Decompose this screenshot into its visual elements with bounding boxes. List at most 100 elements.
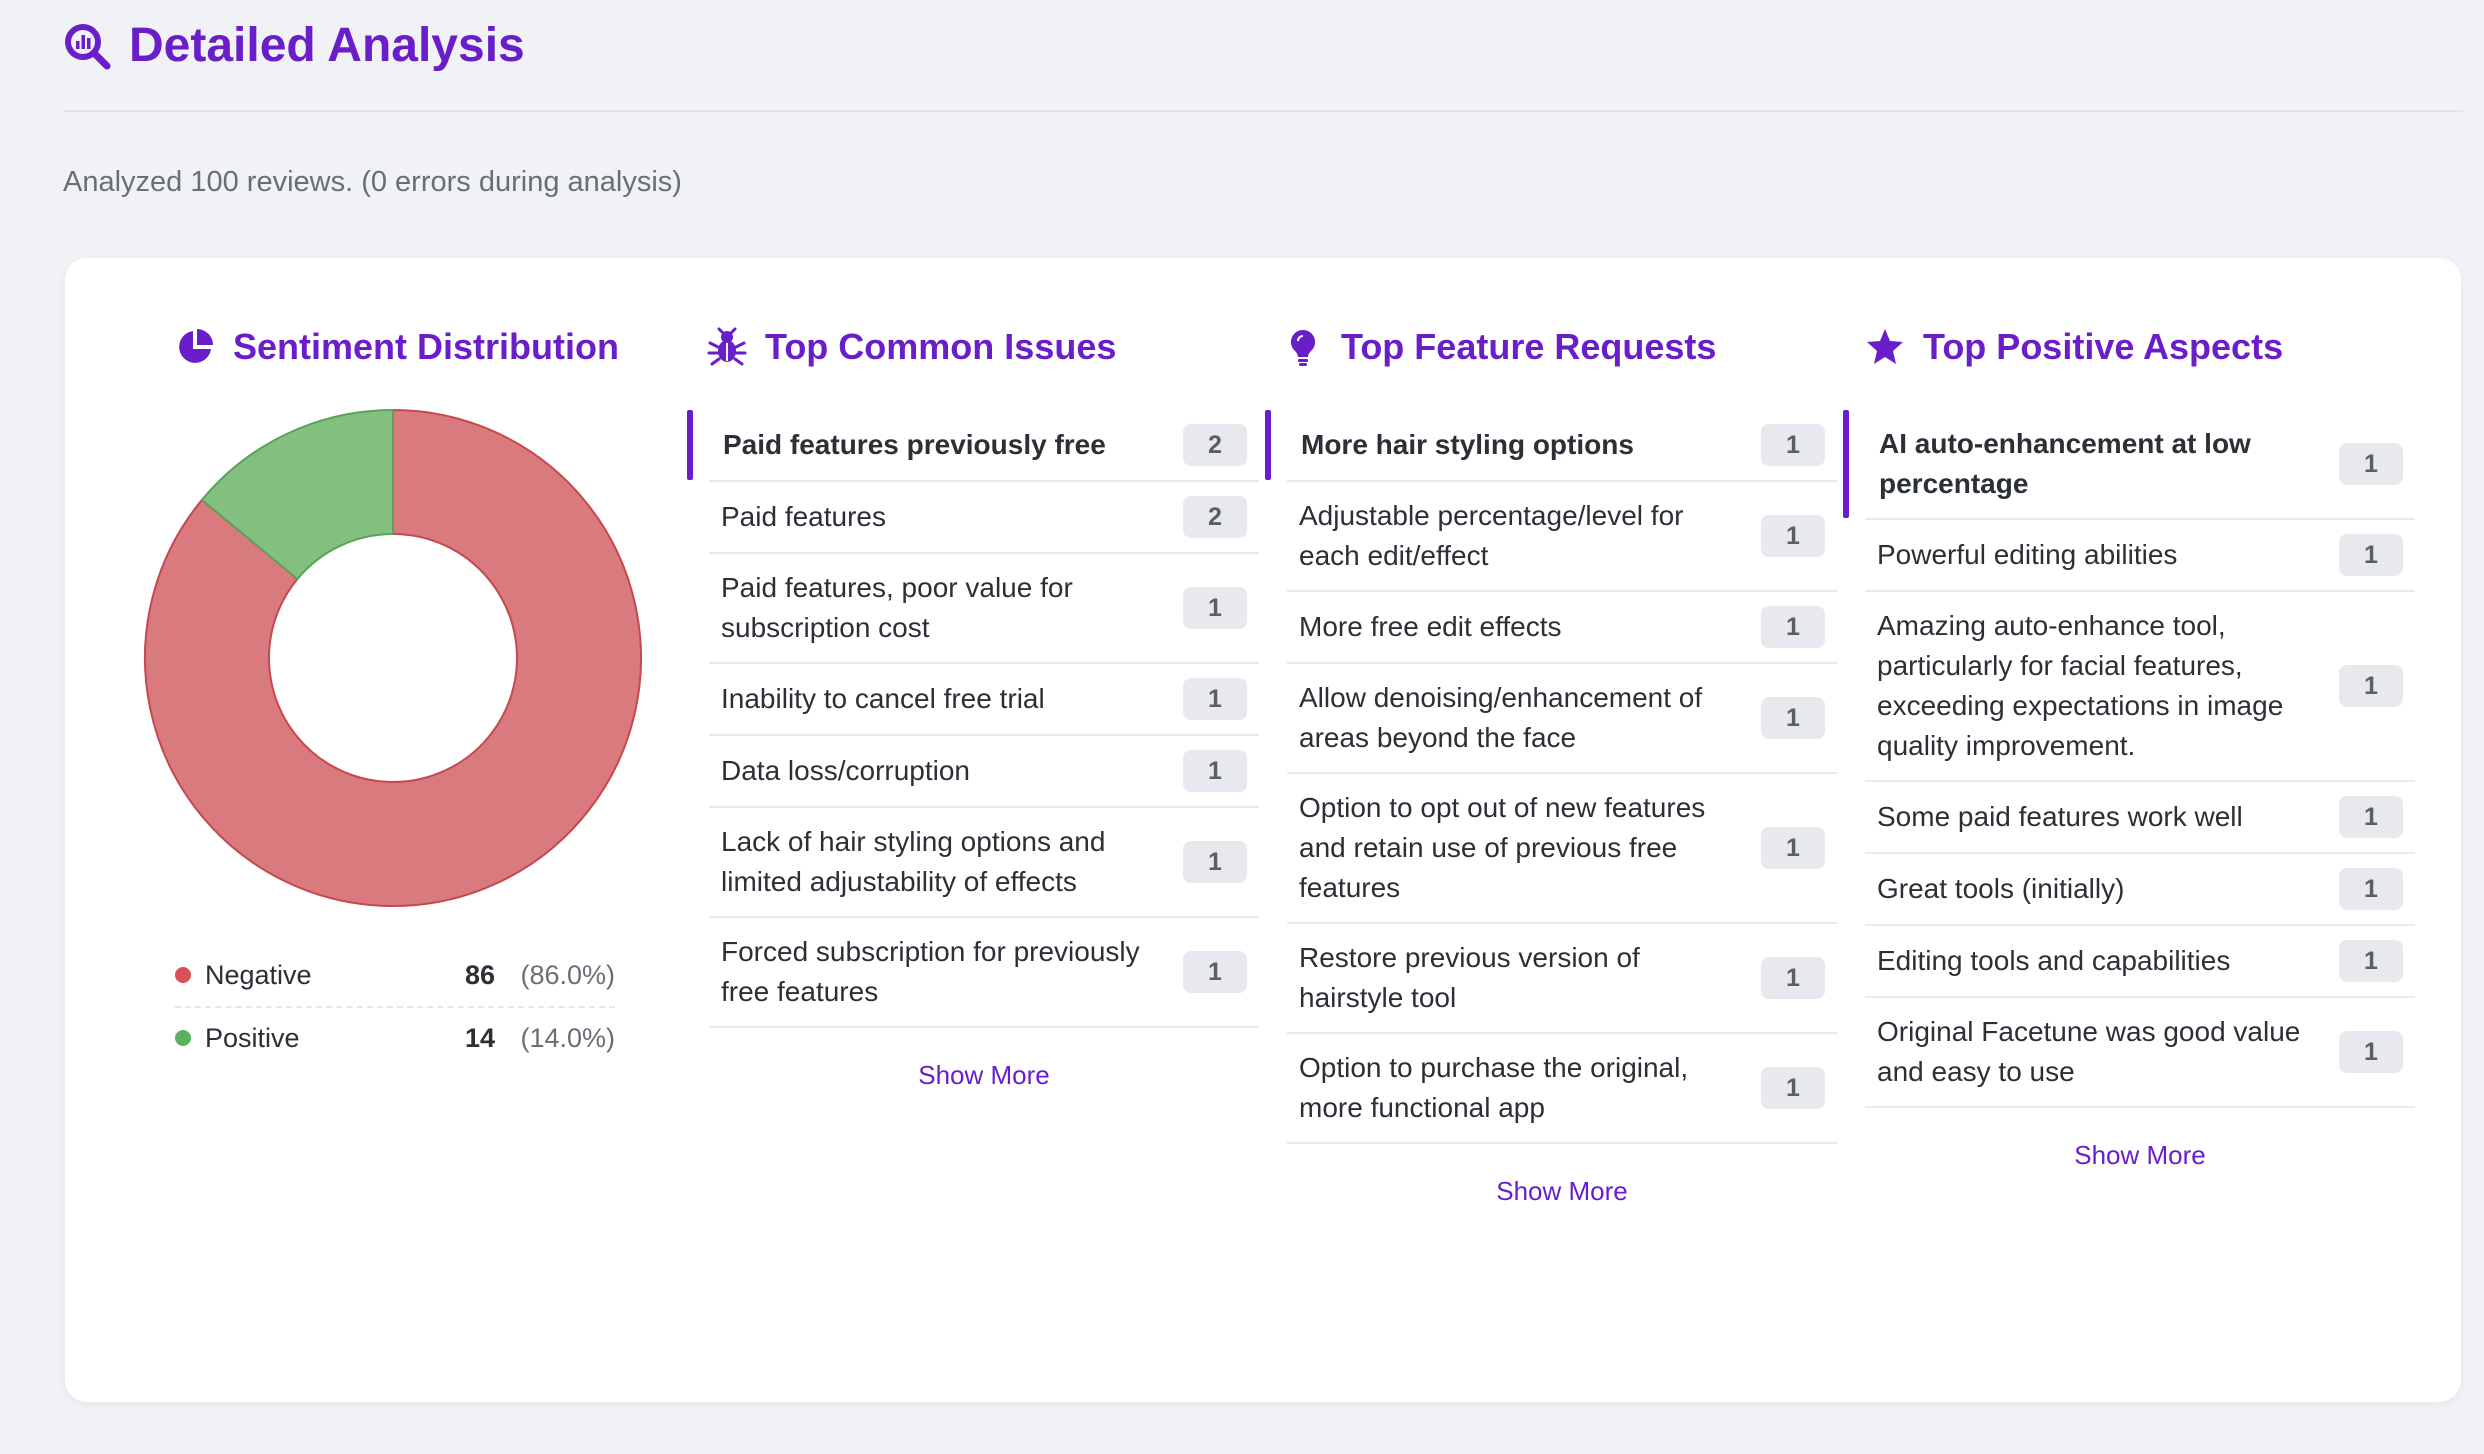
count-badge: 1 [1183,587,1247,629]
count-badge: 1 [1183,841,1247,883]
legend-label: Positive [205,1022,300,1053]
pie-chart-icon [175,327,215,367]
item-text: Option to purchase the original, more fu… [1299,1052,1689,1123]
legend-item-negative: Negative 86 (86.0%) [175,944,615,1006]
legend-percent: (86.0%) [520,959,615,990]
item-text: Some paid features work well [1877,801,2243,832]
donut-slice-positive[interactable] [200,408,394,581]
count-badge: 1 [2339,940,2403,982]
list-item[interactable]: Paid features, poor value for subscripti… [709,554,1259,664]
legend-dot-negative [175,967,191,983]
issues-title: Top Common Issues [707,326,1116,368]
legend-count: 86 [464,959,495,990]
item-text: Option to opt out of new features and re… [1299,792,1706,903]
lightbulb-icon [1283,327,1323,367]
list-item[interactable]: More hair styling options 1 [1265,410,1837,482]
count-badge: 1 [1761,1067,1825,1109]
legend-dot-positive [175,1030,191,1046]
list-item[interactable]: Inability to cancel free trial 1 [709,664,1259,736]
item-text: Adjustable percentage/level for each edi… [1299,500,1684,571]
count-badge: 1 [2339,534,2403,576]
item-text: AI auto-enhancement at low percentage [1879,428,2251,499]
list-item[interactable]: Original Facetune was good value and eas… [1865,998,2415,1108]
positives-title: Top Positive Aspects [1865,326,2283,368]
list-item[interactable]: Option to opt out of new features and re… [1287,774,1837,924]
count-badge: 1 [1183,951,1247,993]
count-badge: 1 [2339,1031,2403,1073]
sentiment-title-label: Sentiment Distribution [233,326,619,367]
list-item[interactable]: Allow denoising/enhancement of areas bey… [1287,664,1837,774]
positives-list: AI auto-enhancement at low percentage 1 P… [1843,410,2415,1171]
issues-show-more-link[interactable]: Show More [918,1060,1050,1090]
count-badge: 1 [1761,424,1825,466]
requests-list: More hair styling options 1 Adjustable pe… [1265,410,1837,1207]
item-text: Data loss/corruption [721,755,971,786]
list-item[interactable]: Adjustable percentage/level for each edi… [1287,482,1837,592]
count-badge: 1 [1761,515,1825,557]
sentiment-legend: Negative 86 (86.0%) Positive 14 (14.0%) [175,944,615,1068]
item-text: Paid features, poor value for subscripti… [721,572,1073,643]
sentiment-donut-chart [144,408,642,907]
item-text: Allow denoising/enhancement of areas bey… [1299,682,1703,753]
list-item[interactable]: Amazing auto-enhance tool, particularly … [1865,592,2415,782]
legend-item-positive: Positive 14 (14.0%) [175,1006,615,1068]
item-text: Editing tools and capabilities [1877,945,2231,976]
list-item[interactable]: Some paid features work well 1 [1865,782,2415,854]
list-item[interactable]: AI auto-enhancement at low percentage 1 [1843,410,2415,520]
positives-show-more-link[interactable]: Show More [2074,1140,2206,1170]
requests-show-more-link[interactable]: Show More [1496,1176,1628,1206]
item-text: Amazing auto-enhance tool, particularly … [1877,610,2284,761]
item-text: Paid features [721,501,886,532]
item-text: Great tools (initially) [1877,873,2125,904]
legend-count: 14 [464,1022,495,1053]
analysis-summary: Analyzed 100 reviews. (0 errors during a… [63,166,682,198]
list-item[interactable]: Option to purchase the original, more fu… [1287,1034,1837,1144]
search-analytics-icon [65,23,111,69]
list-item[interactable]: Editing tools and capabilities 1 [1865,926,2415,998]
count-badge: 1 [2339,665,2403,707]
list-item[interactable]: Paid features 2 [709,482,1259,554]
sentiment-title: Sentiment Distribution [175,326,619,368]
list-item[interactable]: Paid features previously free 2 [687,410,1259,482]
count-badge: 1 [1761,606,1825,648]
count-badge: 1 [1761,957,1825,999]
bug-icon [707,327,747,367]
count-badge: 1 [2339,796,2403,838]
positives-title-label: Top Positive Aspects [1923,326,2284,367]
header-divider [63,110,2463,112]
page-title: Detailed Analysis [129,19,525,72]
list-item[interactable]: Restore previous version of hairstyle to… [1287,924,1837,1034]
count-badge: 2 [1183,496,1247,538]
item-text: Original Facetune was good value and eas… [1877,1016,2301,1087]
item-text: Forced subscription for previously free … [721,936,1140,1007]
page-header: Detailed Analysis [63,18,525,73]
count-badge: 1 [1183,750,1247,792]
list-item[interactable]: Forced subscription for previously free … [709,918,1259,1028]
count-badge: 1 [1183,678,1247,720]
item-text: Powerful editing abilities [1877,539,2178,570]
count-badge: 1 [1761,827,1825,869]
list-item[interactable]: More free edit effects 1 [1287,592,1837,664]
item-text: Lack of hair styling options and limited… [721,826,1106,897]
count-badge: 2 [1183,424,1247,466]
item-text: More hair styling options [1301,429,1634,460]
issues-list: Paid features previously free 2 Paid feat… [687,410,1259,1091]
legend-label: Negative [205,959,312,990]
issues-title-label: Top Common Issues [765,326,1117,367]
list-item[interactable]: Great tools (initially) 1 [1865,854,2415,926]
item-text: Restore previous version of hairstyle to… [1299,942,1640,1013]
item-text: Paid features previously free [723,429,1106,460]
legend-percent: (14.0%) [520,1022,615,1053]
count-badge: 1 [1761,697,1825,739]
item-text: Inability to cancel free trial [721,683,1045,714]
list-item[interactable]: Data loss/corruption 1 [709,736,1259,808]
list-item[interactable]: Powerful editing abilities 1 [1865,520,2415,592]
requests-title: Top Feature Requests [1283,326,1716,368]
star-icon [1865,327,1905,367]
count-badge: 1 [2339,868,2403,910]
list-item[interactable]: Lack of hair styling options and limited… [709,808,1259,918]
donut-slice-negative[interactable] [144,408,642,907]
analysis-card: Sentiment Distribution Negative 86 (86.0… [65,258,2461,1402]
count-badge: 1 [2339,443,2403,485]
item-text: More free edit effects [1299,611,1562,642]
